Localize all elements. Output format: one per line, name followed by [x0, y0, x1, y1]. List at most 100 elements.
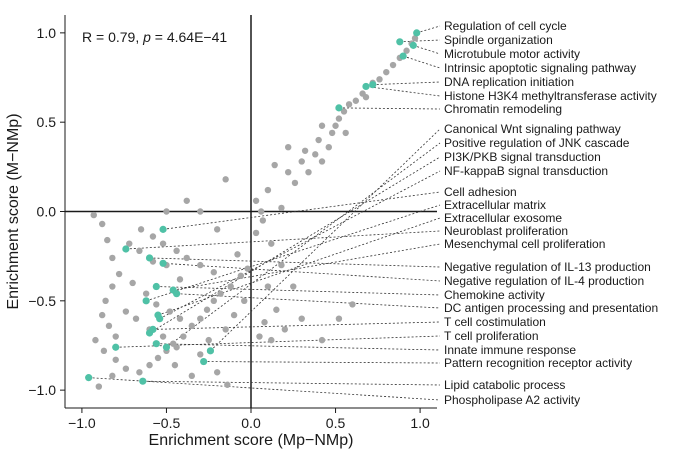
y-tick-label: 0.5 — [37, 114, 57, 130]
background-point — [197, 208, 204, 215]
background-point — [90, 211, 97, 219]
background-point — [92, 336, 99, 344]
background-point — [183, 197, 190, 204]
background-point — [166, 308, 174, 315]
background-point — [163, 208, 170, 215]
leader-line — [159, 170, 441, 320]
annotation-label: DNA replication initiation — [444, 75, 574, 89]
background-point — [222, 326, 229, 333]
background-point — [188, 372, 196, 380]
annotation-label: Chromatin remodeling — [444, 102, 562, 116]
leader-line — [88, 377, 441, 401]
leader-line — [372, 81, 441, 86]
background-point — [205, 336, 212, 344]
background-point — [278, 204, 285, 212]
background-point — [271, 161, 278, 169]
background-point — [342, 129, 349, 137]
background-point — [109, 283, 116, 290]
background-point — [203, 306, 211, 313]
leader-line — [163, 191, 441, 230]
background-point — [252, 197, 260, 204]
leader-line — [146, 204, 441, 302]
highlighted-point — [409, 41, 417, 49]
background-point — [264, 186, 272, 194]
leader-line — [365, 86, 441, 97]
background-point — [176, 276, 184, 283]
background-point — [115, 270, 123, 278]
background-point — [142, 290, 150, 297]
annotation-label: Negative regulation of IL-13 production — [444, 260, 651, 274]
leader-line — [210, 128, 441, 352]
x-tick-label: 0.5 — [326, 415, 346, 431]
annotation-label: Pattern recognition receptor activity — [444, 356, 632, 370]
background-point — [109, 372, 116, 380]
background-point — [122, 365, 130, 372]
background-point — [340, 108, 348, 115]
background-point — [241, 297, 248, 305]
background-point — [273, 306, 280, 313]
background-point — [102, 297, 109, 305]
leader-line — [203, 361, 441, 364]
background-point — [146, 361, 153, 369]
background-point — [290, 283, 297, 290]
annotation-label: Spindle organization — [444, 33, 553, 47]
background-point — [137, 226, 145, 233]
annotation-label: Chemokine activity — [444, 288, 545, 302]
background-point — [332, 122, 339, 129]
leader-line — [399, 39, 441, 43]
leader-line — [156, 343, 441, 351]
highlighted-point — [152, 340, 160, 348]
highlighted-point — [206, 347, 215, 355]
background-point — [99, 220, 106, 228]
background-point — [318, 336, 326, 344]
background-point — [261, 319, 268, 326]
background-point — [222, 176, 229, 183]
background-point — [244, 265, 251, 272]
background-point — [318, 122, 326, 129]
x-tick-label: 0.0 — [241, 415, 261, 431]
leader-line — [149, 257, 441, 268]
background-point — [264, 283, 272, 290]
annotation-label: Intrinsic apoptotic signaling pathway — [444, 61, 636, 75]
annotation-label: T cell proliferation — [444, 329, 539, 343]
background-point — [104, 236, 111, 244]
leader-line — [157, 217, 441, 316]
background-point — [389, 61, 397, 69]
annotation-label: Innate immune response — [444, 343, 576, 357]
background-point — [176, 315, 184, 322]
highlighted-point — [152, 282, 160, 291]
background-point — [278, 261, 285, 269]
y-axis-title: Enrichment score (M−NMp) — [5, 113, 22, 309]
highlighted-point — [399, 52, 407, 60]
highlighted-point — [85, 374, 93, 382]
background-point — [197, 261, 204, 269]
background-point — [112, 333, 119, 340]
annotation-label: Lipid catabolic process — [444, 378, 565, 392]
background-points — [90, 35, 419, 390]
highlighted-point — [139, 377, 147, 385]
background-point — [153, 301, 160, 308]
background-point — [325, 143, 332, 151]
annotation-label: Extracellular matrix — [444, 198, 546, 212]
annotation-label: Histone H3K4 methyltransferase activity — [444, 89, 657, 103]
background-point — [328, 129, 336, 137]
background-point — [268, 240, 275, 247]
highlighted-point — [335, 104, 343, 112]
background-point — [257, 208, 265, 215]
background-point — [154, 354, 162, 362]
background-point — [122, 308, 130, 315]
leader-line — [403, 55, 441, 69]
axes: −1.0 −0.5 0.0 0.5 1.0 −1.0 −0.5 0.0 0.5 1.0 Enrich… — [5, 15, 437, 449]
highlighted-point — [122, 245, 130, 253]
background-point — [230, 311, 238, 319]
annotation-label: Extracellular exosome — [444, 211, 562, 225]
annotation-label: Cell adhesion — [444, 185, 517, 199]
background-point — [362, 93, 370, 101]
highlighted-point — [112, 343, 120, 351]
background-point — [183, 254, 190, 262]
background-point — [149, 233, 157, 240]
leader-line — [338, 107, 441, 110]
background-point — [112, 356, 119, 363]
background-point — [136, 369, 143, 376]
x-tick-label: −1.0 — [68, 415, 96, 431]
